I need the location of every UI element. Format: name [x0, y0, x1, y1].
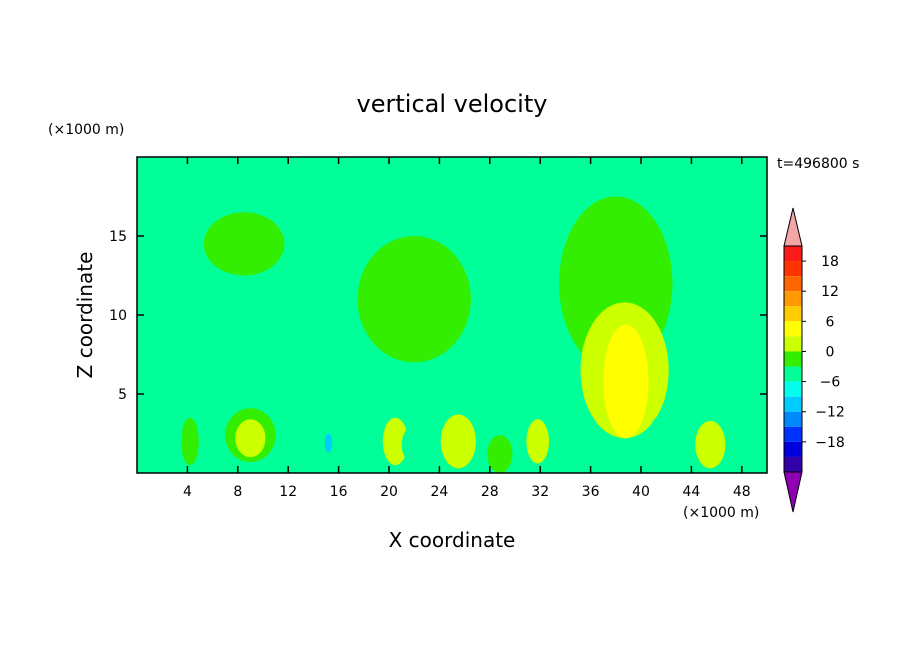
colorbar-swatch — [784, 366, 802, 382]
x-tick-label: 28 — [481, 484, 499, 500]
updraft-region-6 — [235, 419, 266, 458]
colorbar-swatch — [784, 426, 802, 442]
colorbar-swatch — [784, 306, 802, 322]
colorbar-swatch — [784, 456, 802, 472]
colorbar-swatch — [784, 411, 802, 427]
x-tick-label: 48 — [733, 484, 751, 500]
updraft-region-1 — [203, 212, 285, 276]
time-label: t=496800 s — [777, 156, 859, 172]
colorbar-tick-label: −18 — [815, 435, 845, 451]
x-unit-label: (×1000 m) — [683, 505, 759, 521]
downdraft-region-14 — [289, 397, 350, 467]
colorbar-tick-label: 12 — [821, 284, 839, 300]
x-tick-label: 16 — [330, 484, 348, 500]
colorbar-tick-label: 0 — [826, 344, 835, 360]
downdraft-region-15 — [324, 433, 333, 453]
x-tick-label: 8 — [233, 484, 242, 500]
colorbar-swatch — [784, 336, 802, 352]
updraft-region-0 — [357, 236, 471, 363]
colorbar-swatch — [784, 276, 802, 292]
colorbar-swatch — [784, 291, 802, 307]
y-tick-label: 15 — [109, 229, 127, 245]
y-unit-label: (×1000 m) — [48, 122, 124, 138]
colorbar-tick-label: −12 — [815, 405, 845, 421]
colorbar-over-triangle — [783, 207, 803, 247]
updraft-region-9 — [526, 419, 550, 464]
x-tick-label: 36 — [582, 484, 600, 500]
y-tick-label: 5 — [118, 387, 127, 403]
updraft-region-4 — [603, 324, 649, 439]
colorbar-swatch — [784, 246, 802, 262]
colorbar-under-triangle — [783, 471, 803, 513]
updraft-region-8 — [440, 414, 476, 469]
x-tick-label: 20 — [380, 484, 398, 500]
x-tick-label: 32 — [531, 484, 549, 500]
colorbar: 18 12 6 0 −6 −12 −18 — [783, 207, 845, 513]
x-tick-label: 4 — [183, 484, 192, 500]
downdraft-region-17 — [705, 341, 766, 431]
colorbar-swatch — [784, 261, 802, 277]
downdraft-region-18 — [647, 412, 686, 470]
colorbar-swatch — [784, 321, 802, 337]
updraft-region-7 — [382, 417, 408, 466]
updraft-region-10 — [695, 420, 726, 469]
x-tick-label: 12 — [279, 484, 297, 500]
x-tick-label: 44 — [682, 484, 700, 500]
colorbar-swatch — [784, 351, 802, 367]
updraft-region-12 — [487, 435, 513, 473]
colorbar-swatch — [784, 396, 802, 412]
downdraft-region-13 — [142, 397, 183, 470]
updraft-region-11 — [181, 417, 199, 466]
y-axis-label: Z coordinate — [73, 252, 97, 379]
chart-title: vertical velocity — [357, 90, 548, 118]
colorbar-tick-label: 18 — [821, 254, 839, 270]
x-tick-label: 40 — [632, 484, 650, 500]
colorbar-swatch — [784, 381, 802, 397]
colorbar-tick-label: 6 — [826, 314, 835, 330]
colorbar-swatch — [784, 441, 802, 457]
colorbar-frame — [783, 245, 803, 473]
y-tick-label: 10 — [109, 308, 127, 324]
x-axis-label: X coordinate — [389, 528, 516, 552]
x-tick-label: 24 — [430, 484, 448, 500]
downdraft-region-16 — [401, 422, 440, 467]
colorbar-tick-label: −6 — [820, 375, 841, 391]
